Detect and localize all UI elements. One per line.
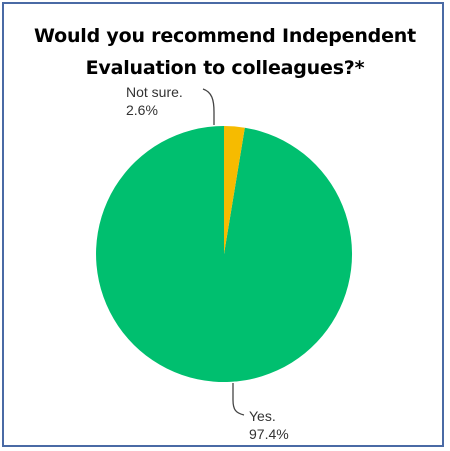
- slice-label-yes: Yes.: [249, 408, 276, 424]
- slice-value-not-sure: 2.6%: [126, 102, 158, 118]
- pie-slice-not-sure: [224, 126, 245, 254]
- slice-value-yes: 97.4%: [249, 426, 289, 442]
- leader-line-yes: [232, 383, 245, 416]
- chart-title-line-1: Would you recommend Independent: [34, 25, 416, 47]
- chart-title: Would you recommend Independent Evaluati…: [4, 20, 446, 84]
- pie-slices: [96, 126, 353, 383]
- chart-title-line-2: Evaluation to colleagues?*: [85, 57, 365, 79]
- slice-label-not-sure: Not sure.: [126, 84, 183, 100]
- pie-slice-yes: [96, 126, 353, 383]
- leader-line-not-sure: [202, 88, 215, 125]
